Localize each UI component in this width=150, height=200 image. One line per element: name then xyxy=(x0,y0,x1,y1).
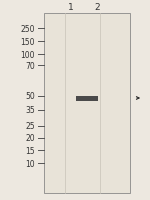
Text: 100: 100 xyxy=(21,51,35,59)
Text: 70: 70 xyxy=(25,62,35,70)
Bar xyxy=(76,96,98,101)
Text: 150: 150 xyxy=(21,38,35,46)
Bar xyxy=(44,14,130,193)
Text: 10: 10 xyxy=(25,159,35,168)
Text: 35: 35 xyxy=(25,106,35,114)
Text: 15: 15 xyxy=(25,146,35,155)
Text: 1: 1 xyxy=(68,3,73,11)
Text: 50: 50 xyxy=(25,92,35,101)
Text: 25: 25 xyxy=(25,122,35,130)
Text: 2: 2 xyxy=(95,3,100,11)
Text: 250: 250 xyxy=(21,25,35,33)
Text: 20: 20 xyxy=(25,134,35,142)
